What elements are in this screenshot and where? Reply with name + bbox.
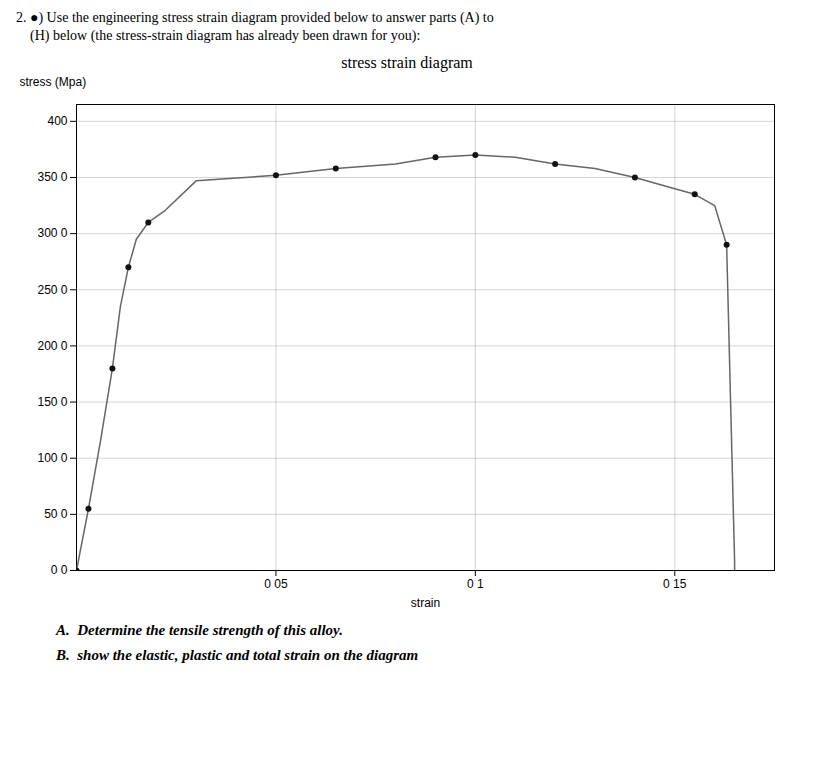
svg-text:200 0: 200 0	[37, 339, 67, 353]
html-text:stress strain diagram: stress strain diagram	[341, 54, 473, 71]
svg-text:150 0: 150 0	[37, 395, 67, 409]
svg-text:stress (Mpa): stress (Mpa)	[20, 75, 87, 89]
svg-text:350 0: 350 0	[37, 170, 67, 184]
svg-text:50 0: 50 0	[44, 507, 68, 521]
svg-text:100 0: 100 0	[37, 451, 67, 465]
html-text:A. Determine the tensile stren: A. Determine the tensile strength of thi…	[56, 622, 343, 638]
html-text:(H) below (the stress-strain d: (H) below (the stress-strain diagram has…	[16, 28, 421, 43]
html-text:B. show the elastic, plastic a: B. show the elastic, plastic and total s…	[56, 647, 419, 663]
svg-text:300 0: 300 0	[37, 226, 67, 240]
svg-text:0 15: 0 15	[663, 577, 687, 591]
svg-text:250 0: 250 0	[37, 283, 67, 297]
svg-text:0 05: 0 05	[264, 577, 288, 591]
svg-text:0 0: 0 0	[51, 563, 68, 577]
html-text:2. ●) Use the engineering stre: 2. ●) Use the engineering stress strain …	[16, 10, 494, 25]
svg-text:400: 400	[47, 114, 67, 128]
svg-text:strain: strain	[411, 596, 440, 610]
svg-text:0 1: 0 1	[467, 577, 484, 591]
